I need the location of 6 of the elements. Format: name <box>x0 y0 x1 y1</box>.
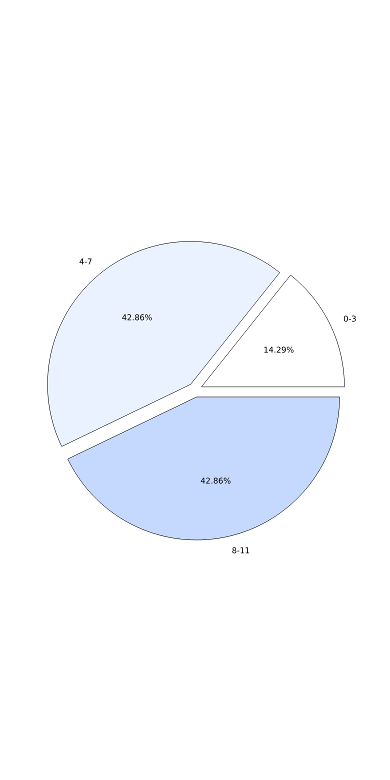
data-label: 14.29% <box>264 346 294 353</box>
slice-label: 8-11 <box>232 547 250 554</box>
data-label: 42.86% <box>200 478 230 484</box>
slice-label: 4-7 <box>80 258 92 264</box>
data-label: 42.86% <box>122 314 152 320</box>
slice-label: 0-3 <box>344 316 356 322</box>
